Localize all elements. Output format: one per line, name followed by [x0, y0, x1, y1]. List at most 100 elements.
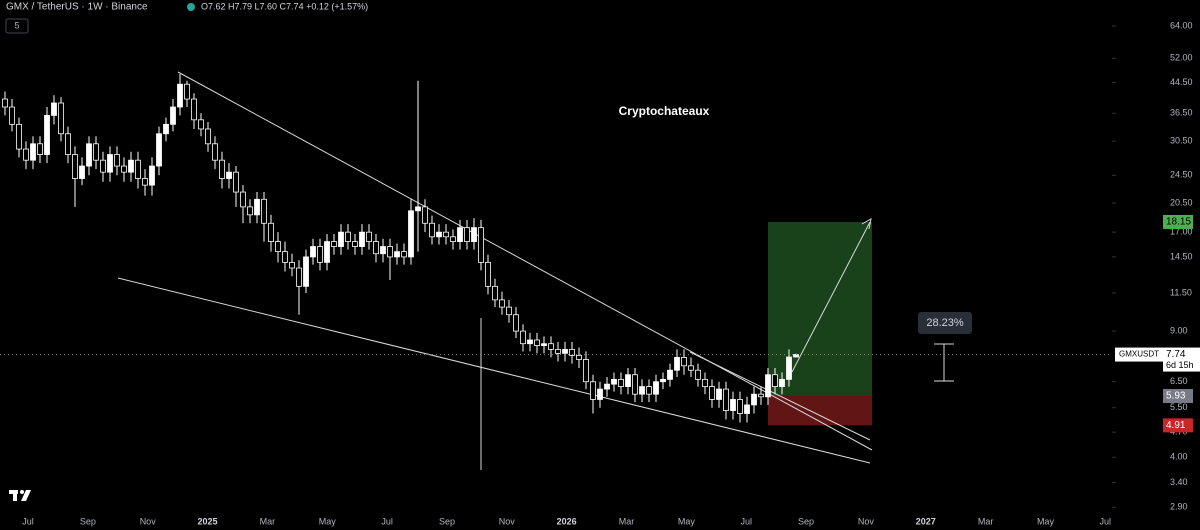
trend-line: [689, 351, 871, 441]
candle-body: [163, 123, 169, 135]
symbol-label-box: [1115, 347, 1163, 362]
target-price-box: [1163, 214, 1193, 229]
candle-body: [275, 241, 281, 253]
candle-body: [744, 404, 750, 414]
candle-body: [359, 231, 365, 247]
y-tick-label: 3.40: [1170, 477, 1188, 487]
candle-body: [695, 369, 701, 380]
y-tick-label: 4.00: [1170, 452, 1188, 462]
target-price-label: 18.15: [1166, 217, 1191, 228]
trend-line: [177, 71, 873, 451]
candle-body: [618, 378, 624, 387]
candle-body: [268, 222, 274, 242]
candle-body: [450, 236, 456, 242]
logo-part: [13, 490, 17, 501]
candle-body: [121, 165, 127, 173]
y-tick-label: 2.90: [1170, 502, 1188, 512]
candle-body: [86, 143, 92, 167]
candle-body: [527, 339, 533, 345]
y-tick-label: 24.50: [1170, 170, 1193, 180]
indicator-count[interactable]: 5: [14, 20, 19, 30]
x-tick-label: 2026: [557, 516, 577, 526]
candle-body: [142, 178, 148, 186]
candle-body: [79, 165, 85, 179]
measure-label-box: [918, 312, 972, 334]
candle-body: [394, 251, 400, 258]
candle-body: [352, 241, 358, 247]
candle-body: [415, 206, 421, 212]
candle-body: [72, 154, 78, 179]
x-tick-label: Nov: [499, 516, 516, 526]
candle-body: [646, 386, 652, 395]
candle-body: [240, 191, 246, 208]
candle-body: [429, 222, 435, 238]
candle-body: [422, 206, 428, 224]
candles: [2, 73, 799, 423]
last-price-label: 7.74: [1166, 349, 1186, 360]
candle-body: [93, 143, 99, 161]
x-tick-label: Sep: [798, 516, 814, 526]
candle-body: [569, 349, 575, 356]
candle-body: [667, 369, 673, 380]
candle-body: [709, 386, 715, 400]
candle-body: [765, 374, 771, 398]
symbol-title: GMX / TetherUS · 1W · Binance: [6, 2, 148, 13]
x-tick-label: Jul: [22, 516, 34, 526]
candle-body: [499, 299, 505, 308]
candle-body: [786, 356, 792, 380]
candle-body: [205, 128, 211, 145]
y-tick-label: 30.50: [1170, 136, 1193, 146]
last-price-box: [1163, 347, 1200, 372]
candle-body: [716, 388, 722, 400]
x-tick-label: 2027: [916, 516, 936, 526]
loss-zone: [768, 396, 872, 426]
candle-body: [261, 198, 267, 224]
candle-body: [513, 314, 519, 332]
candle-body: [9, 106, 15, 125]
projection-arrow: [791, 221, 871, 373]
candle-body: [156, 133, 162, 167]
candle-body: [625, 374, 631, 387]
candle-body: [660, 378, 666, 383]
candle-body: [16, 123, 22, 150]
candle-body: [555, 349, 561, 354]
stop-price-label: 4.91: [1166, 420, 1186, 431]
candle-body: [548, 343, 554, 350]
y-tick-label: 6.50: [1170, 376, 1188, 386]
candle-body: [597, 388, 603, 400]
candle-body: [583, 359, 589, 383]
trend-line: [117, 277, 871, 464]
candle-body: [184, 83, 190, 100]
y-tick-label: 5.50: [1170, 402, 1188, 412]
x-tick-label: Jul: [740, 516, 752, 526]
candle-body: [149, 165, 155, 186]
candle-body: [534, 339, 540, 346]
candle-body: [730, 399, 736, 411]
x-tick-label: Sep: [80, 516, 96, 526]
logo-part: [20, 490, 24, 494]
candle-body: [107, 154, 113, 173]
candle-body: [380, 246, 386, 255]
candle-body: [674, 357, 680, 371]
x-tick-label: 2025: [198, 516, 218, 526]
y-tick-label: 44.50: [1170, 77, 1193, 87]
candle-body: [114, 154, 120, 167]
candle-body: [401, 251, 407, 258]
candle-body: [632, 374, 638, 395]
candle-body: [576, 354, 582, 360]
candle-body: [611, 378, 617, 385]
y-tick-label: 11.50: [1170, 287, 1192, 297]
y-tick-label: 52.00: [1170, 53, 1193, 63]
x-tick-label: May: [678, 516, 696, 526]
candle-body: [373, 241, 379, 255]
candle-body: [639, 386, 645, 395]
candle-body: [289, 261, 295, 269]
candle-body: [51, 102, 57, 116]
candle-body: [443, 231, 449, 238]
indicator-toggle[interactable]: [5, 18, 29, 34]
x-tick-label: Jul: [1100, 516, 1112, 526]
candle-body: [478, 227, 484, 263]
logo-part: [21, 490, 31, 501]
candle-body: [541, 343, 547, 346]
